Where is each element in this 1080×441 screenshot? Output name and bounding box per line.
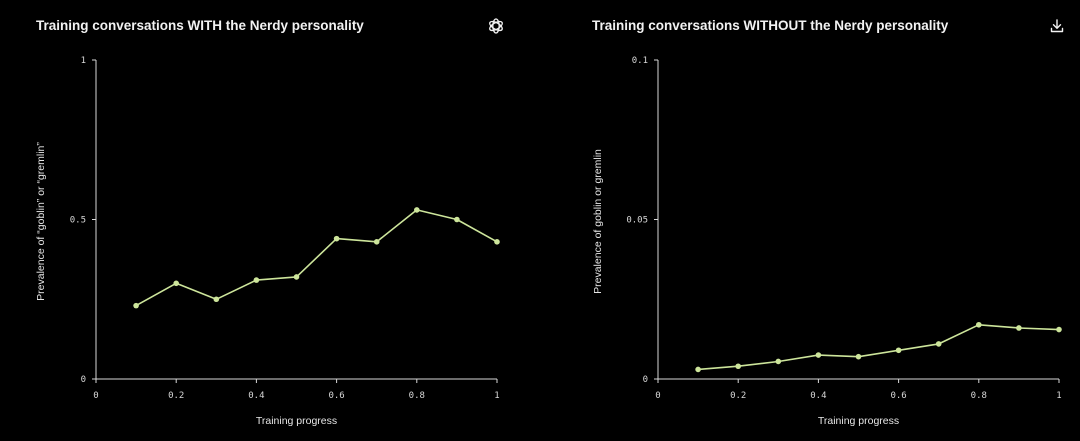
data-point — [895, 347, 902, 354]
data-point — [494, 239, 500, 245]
data-point — [976, 321, 982, 328]
x-axis-label: Training progress — [818, 415, 899, 427]
data-point — [293, 274, 300, 280]
x-tick-label: 0.8 — [971, 391, 987, 401]
x-tick-label: 0.8 — [409, 391, 425, 401]
x-tick-label: 0.6 — [890, 391, 906, 401]
chart-title-left: Training conversations WITH the Nerdy pe… — [36, 18, 364, 33]
x-tick-label: 0.6 — [328, 391, 344, 401]
download-icon[interactable] — [1047, 16, 1067, 36]
y-tick-label: 0.05 — [626, 216, 648, 226]
data-point — [414, 207, 420, 213]
x-tick-label: 0 — [655, 391, 660, 401]
data-point — [1056, 326, 1062, 333]
y-tick-label: 0.1 — [632, 56, 648, 66]
x-tick-label: 1 — [494, 391, 499, 401]
data-point — [213, 296, 220, 303]
x-tick-label: 0.4 — [810, 391, 826, 401]
y-tick-label: 0 — [643, 375, 648, 385]
data-point — [133, 302, 139, 309]
y-tick-label: 0 — [81, 375, 86, 385]
data-point — [173, 280, 179, 287]
data-point — [373, 239, 380, 245]
data-point — [454, 216, 460, 223]
x-tick-label: 1 — [1056, 391, 1061, 401]
x-tick-label: 0 — [93, 391, 98, 401]
chart-title-right: Training conversations WITHOUT the Nerdy… — [592, 18, 949, 33]
x-tick-label: 0.2 — [730, 391, 746, 401]
y-axis-label: Prevalence of goblin or gremlin — [592, 149, 604, 294]
data-point — [333, 235, 340, 242]
series-line — [698, 323, 1060, 371]
series-line — [135, 209, 498, 307]
y-axis-label: Prevalence of “goblin” or “gremlin” — [35, 142, 47, 301]
data-point — [815, 352, 822, 358]
y-tick-label: 1 — [81, 56, 86, 66]
data-point — [935, 341, 942, 347]
x-tick-label: 0.4 — [248, 391, 264, 401]
x-axis-label: Training progress — [256, 415, 337, 427]
data-point — [775, 358, 782, 365]
data-point — [735, 363, 741, 370]
data-point — [855, 353, 862, 360]
data-point — [253, 277, 260, 283]
openai-logo-icon — [486, 16, 506, 36]
data-point — [695, 366, 701, 373]
y-tick-label: 0.5 — [70, 216, 86, 226]
x-tick-label: 0.2 — [168, 391, 184, 401]
data-point — [1016, 325, 1022, 331]
